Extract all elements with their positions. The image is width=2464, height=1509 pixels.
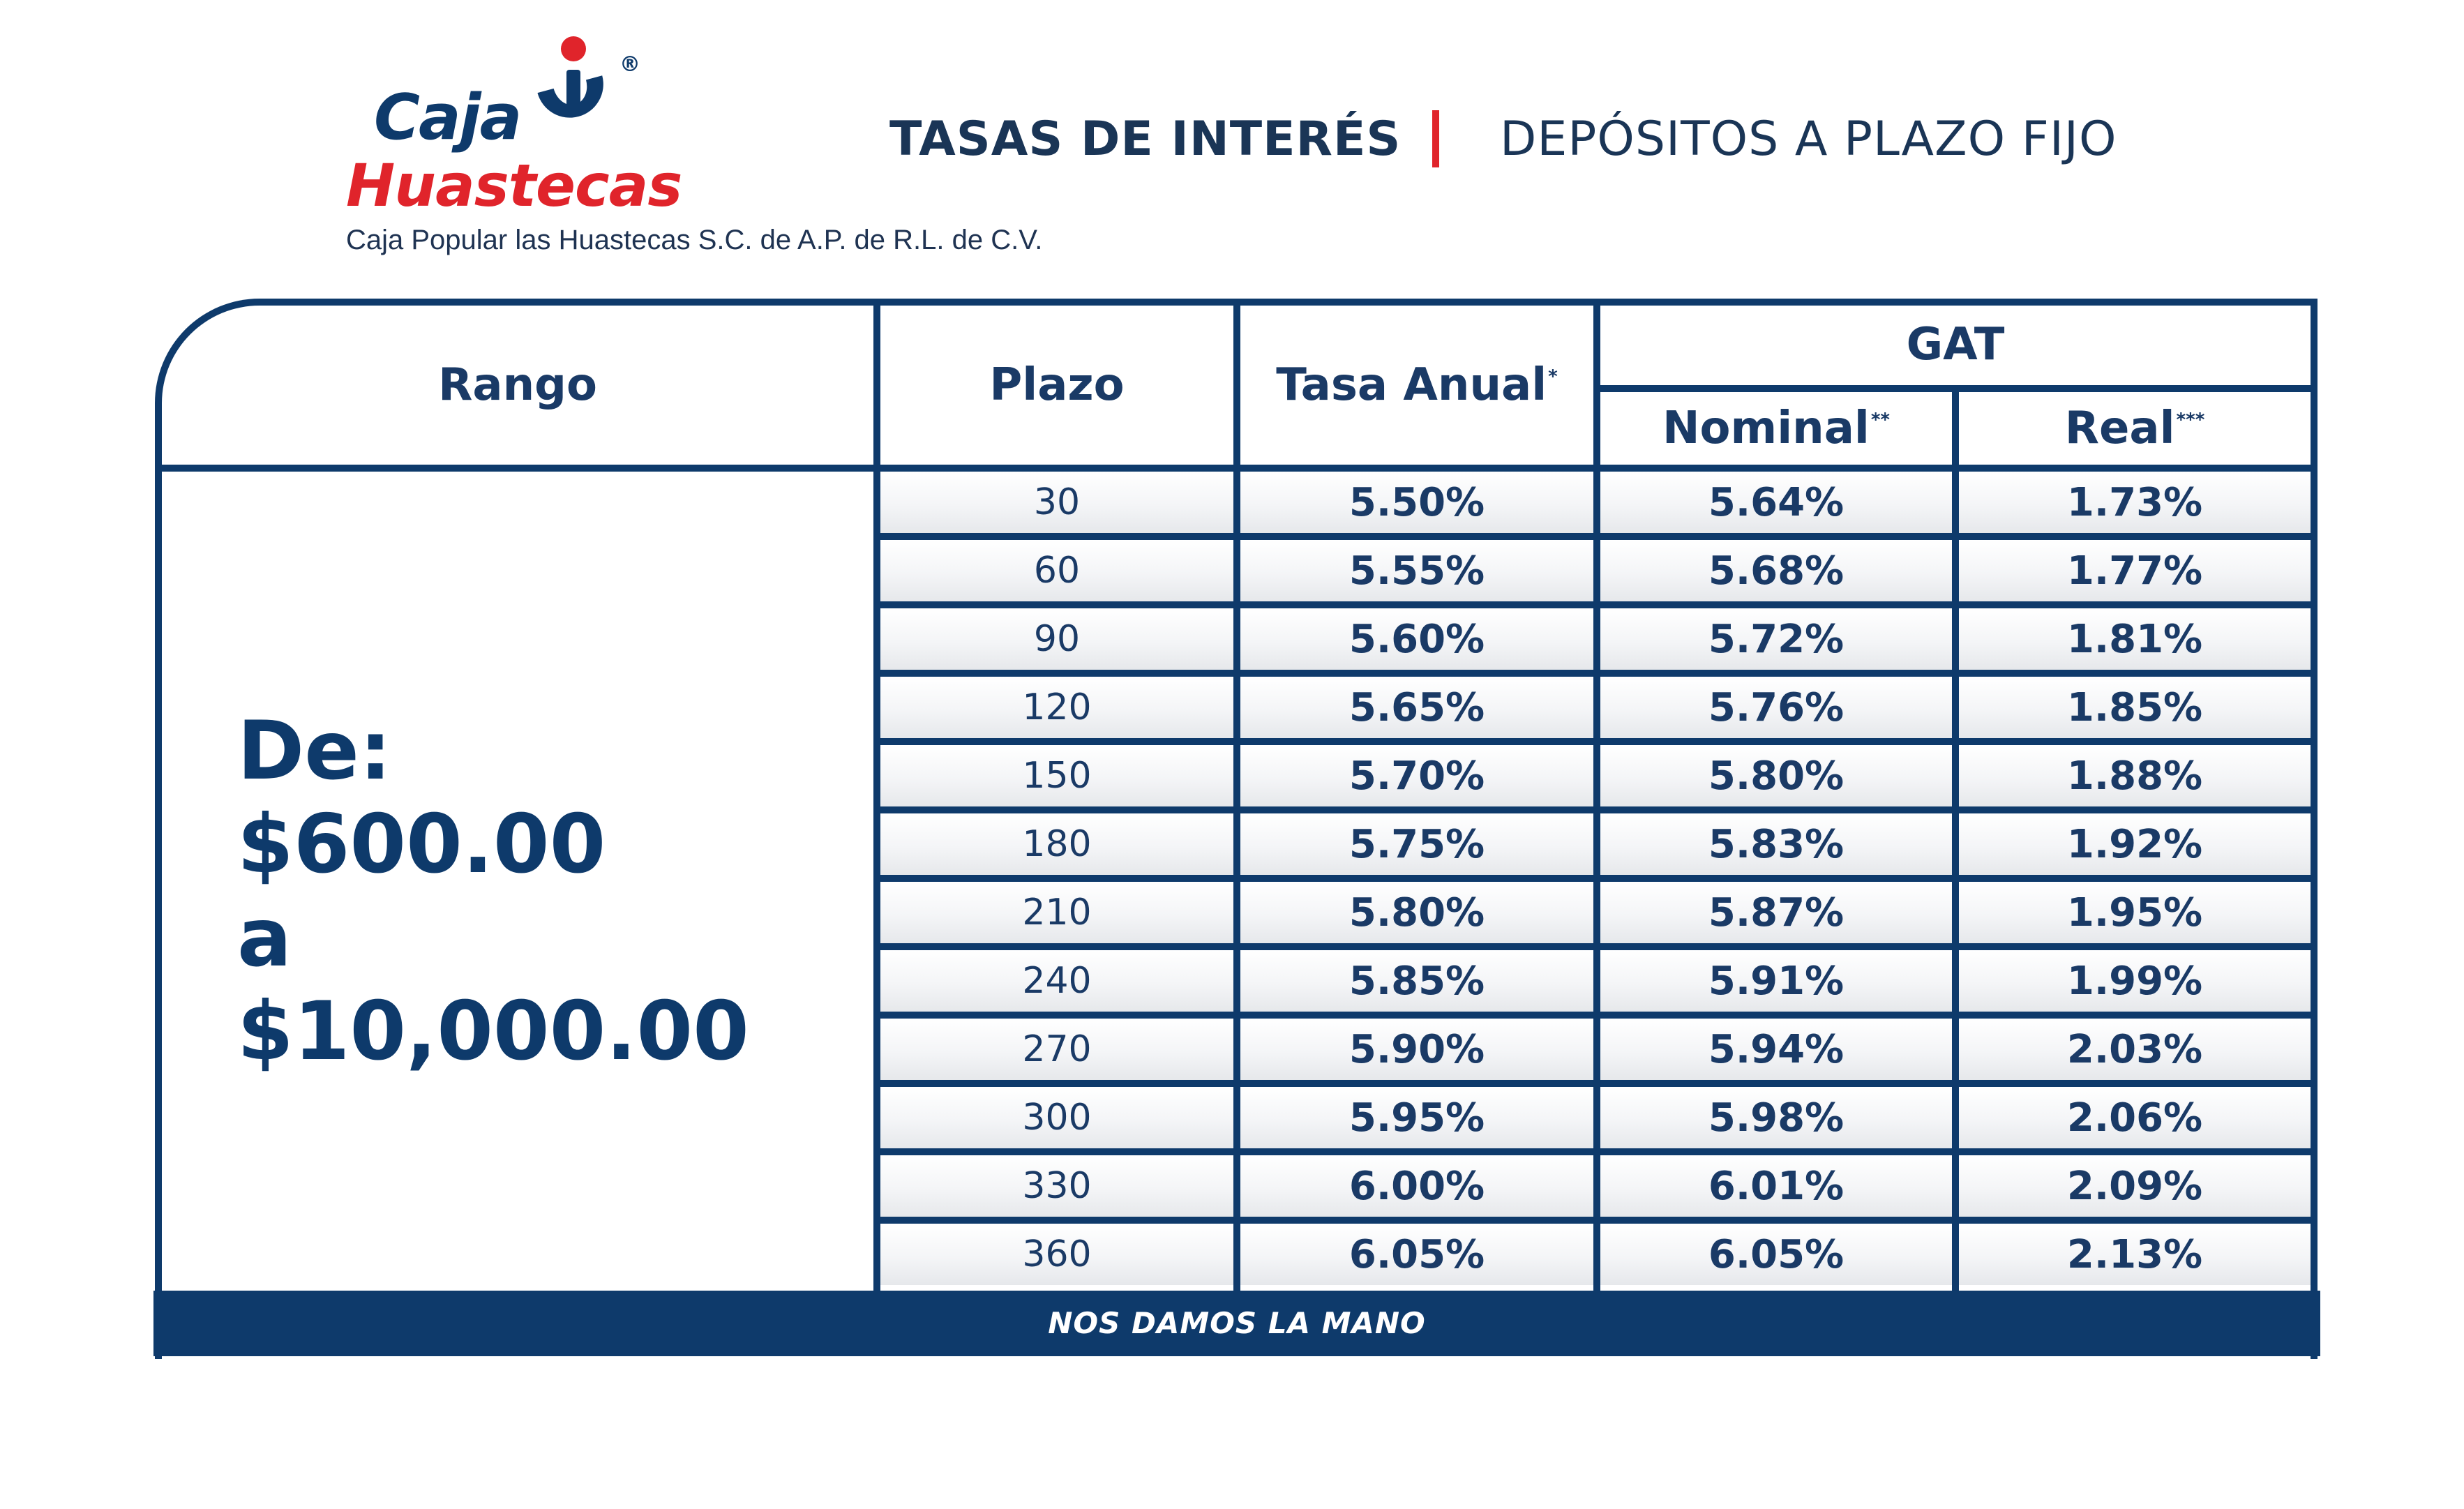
cell-tasa: 5.95% — [1240, 1087, 1593, 1148]
registered-mark: ® — [619, 52, 640, 77]
header-real: Real *** — [1959, 392, 2311, 465]
row-divider — [880, 670, 2317, 677]
logo-word-huastecas: Huastecas — [346, 151, 682, 220]
cell-nominal: 5.83% — [1600, 813, 1952, 875]
cell-nominal: 6.01% — [1600, 1155, 1952, 1217]
cell-plazo: 240 — [880, 950, 1233, 1012]
footnote-mark: ** — [1870, 410, 1891, 430]
cell-plazo: 150 — [880, 745, 1233, 806]
header-gat-label: GAT — [1906, 319, 2005, 370]
footnote-mark: * — [1548, 366, 1558, 387]
range-amount: De: $600.00 a $10,000.00 — [237, 705, 749, 1079]
header-nominal: Nominal ** — [1600, 392, 1952, 465]
cell-real: 1.92% — [1959, 813, 2311, 875]
cell-tasa: 5.65% — [1240, 677, 1593, 738]
cell-real: 1.73% — [1959, 472, 2311, 533]
cell-plazo: 300 — [880, 1087, 1233, 1148]
cell-real: 1.95% — [1959, 882, 2311, 943]
row-divider — [880, 943, 2317, 950]
row-divider — [880, 1080, 2317, 1087]
logo-word-caja: Caja — [374, 81, 522, 154]
cell-real: 1.81% — [1959, 608, 2311, 670]
row-divider — [880, 533, 2317, 540]
cell-real: 1.88% — [1959, 745, 2311, 806]
row-divider — [880, 806, 2317, 813]
range-min: $600.00 — [237, 797, 606, 892]
header-rango-label: Rango — [438, 359, 597, 411]
row-divider — [880, 1012, 2317, 1019]
cell-plazo: 60 — [880, 540, 1233, 601]
cell-nominal: 5.80% — [1600, 745, 1952, 806]
footer-bar — [153, 1291, 2320, 1356]
range-max: $10,000.00 — [237, 984, 749, 1079]
row-divider — [880, 1217, 2317, 1224]
cell-nominal: 5.64% — [1600, 472, 1952, 533]
header-rango: Rango — [162, 306, 873, 465]
divider-plazo — [1233, 300, 1240, 1291]
logo-mark-icon — [537, 36, 603, 118]
cell-plazo: 90 — [880, 608, 1233, 670]
cell-real: 1.77% — [1959, 540, 2311, 601]
header-gat: GAT — [1600, 306, 2311, 384]
cell-tasa: 5.80% — [1240, 882, 1593, 943]
cell-tasa: 5.50% — [1240, 472, 1593, 533]
cell-real: 1.99% — [1959, 950, 2311, 1012]
cell-tasa: 6.00% — [1240, 1155, 1593, 1217]
range-to-label: a — [237, 891, 292, 985]
cell-real: 2.03% — [1959, 1019, 2311, 1080]
footnote-mark: *** — [2176, 410, 2205, 430]
cell-tasa: 5.60% — [1240, 608, 1593, 670]
cell-plazo: 180 — [880, 813, 1233, 875]
row-divider — [880, 875, 2317, 882]
cell-tasa: 5.85% — [1240, 950, 1593, 1012]
cell-tasa: 6.05% — [1240, 1224, 1593, 1285]
header-plazo-label: Plazo — [989, 359, 1125, 411]
range-from-label: De: — [237, 704, 392, 798]
cell-real: 2.13% — [1959, 1224, 2311, 1285]
footer-slogan: NOS DAMOS LA MANO — [1048, 1306, 1426, 1340]
row-divider — [880, 1148, 2317, 1155]
cell-nominal: 5.98% — [1600, 1087, 1952, 1148]
cell-real: 2.09% — [1959, 1155, 2311, 1217]
legal-name: Caja Popular las Huastecas S.C. de A.P. … — [346, 225, 1043, 255]
header-tasa-anual-label: Tasa Anual — [1276, 359, 1547, 411]
divider-header — [155, 465, 2317, 472]
divider-nominal — [1952, 385, 1959, 1291]
cell-nominal: 5.91% — [1600, 950, 1952, 1012]
row-divider — [880, 601, 2317, 608]
cell-plazo: 270 — [880, 1019, 1233, 1080]
page-title: TASAS DE INTERÉS — [889, 112, 1402, 167]
row-divider — [880, 738, 2317, 745]
cell-plazo: 210 — [880, 882, 1233, 943]
cell-nominal: 5.68% — [1600, 540, 1952, 601]
cell-tasa: 5.70% — [1240, 745, 1593, 806]
header-real-label: Real — [2064, 403, 2175, 454]
cell-tasa: 5.75% — [1240, 813, 1593, 875]
cell-plazo: 30 — [880, 472, 1233, 533]
cell-plazo: 330 — [880, 1155, 1233, 1217]
cell-nominal: 5.72% — [1600, 608, 1952, 670]
cell-nominal: 5.76% — [1600, 677, 1952, 738]
cell-tasa: 5.90% — [1240, 1019, 1593, 1080]
cell-nominal: 5.87% — [1600, 882, 1952, 943]
cell-tasa: 5.55% — [1240, 540, 1593, 601]
divider-rango — [873, 300, 880, 1291]
cell-real: 1.85% — [1959, 677, 2311, 738]
cell-plazo: 120 — [880, 677, 1233, 738]
header-plazo: Plazo — [880, 306, 1233, 465]
header-tasa-anual: Tasa Anual * — [1240, 306, 1593, 465]
cell-plazo: 360 — [880, 1224, 1233, 1285]
cell-real: 2.06% — [1959, 1087, 2311, 1148]
header-nominal-label: Nominal — [1662, 403, 1870, 454]
page-subtitle: DEPÓSITOS A PLAZO FIJO — [1500, 112, 2117, 167]
divider-gat — [1593, 385, 2317, 392]
divider-tasa — [1593, 300, 1600, 1291]
title-separator — [1432, 110, 1439, 167]
cell-nominal: 6.05% — [1600, 1224, 1952, 1285]
cell-nominal: 5.94% — [1600, 1019, 1952, 1080]
